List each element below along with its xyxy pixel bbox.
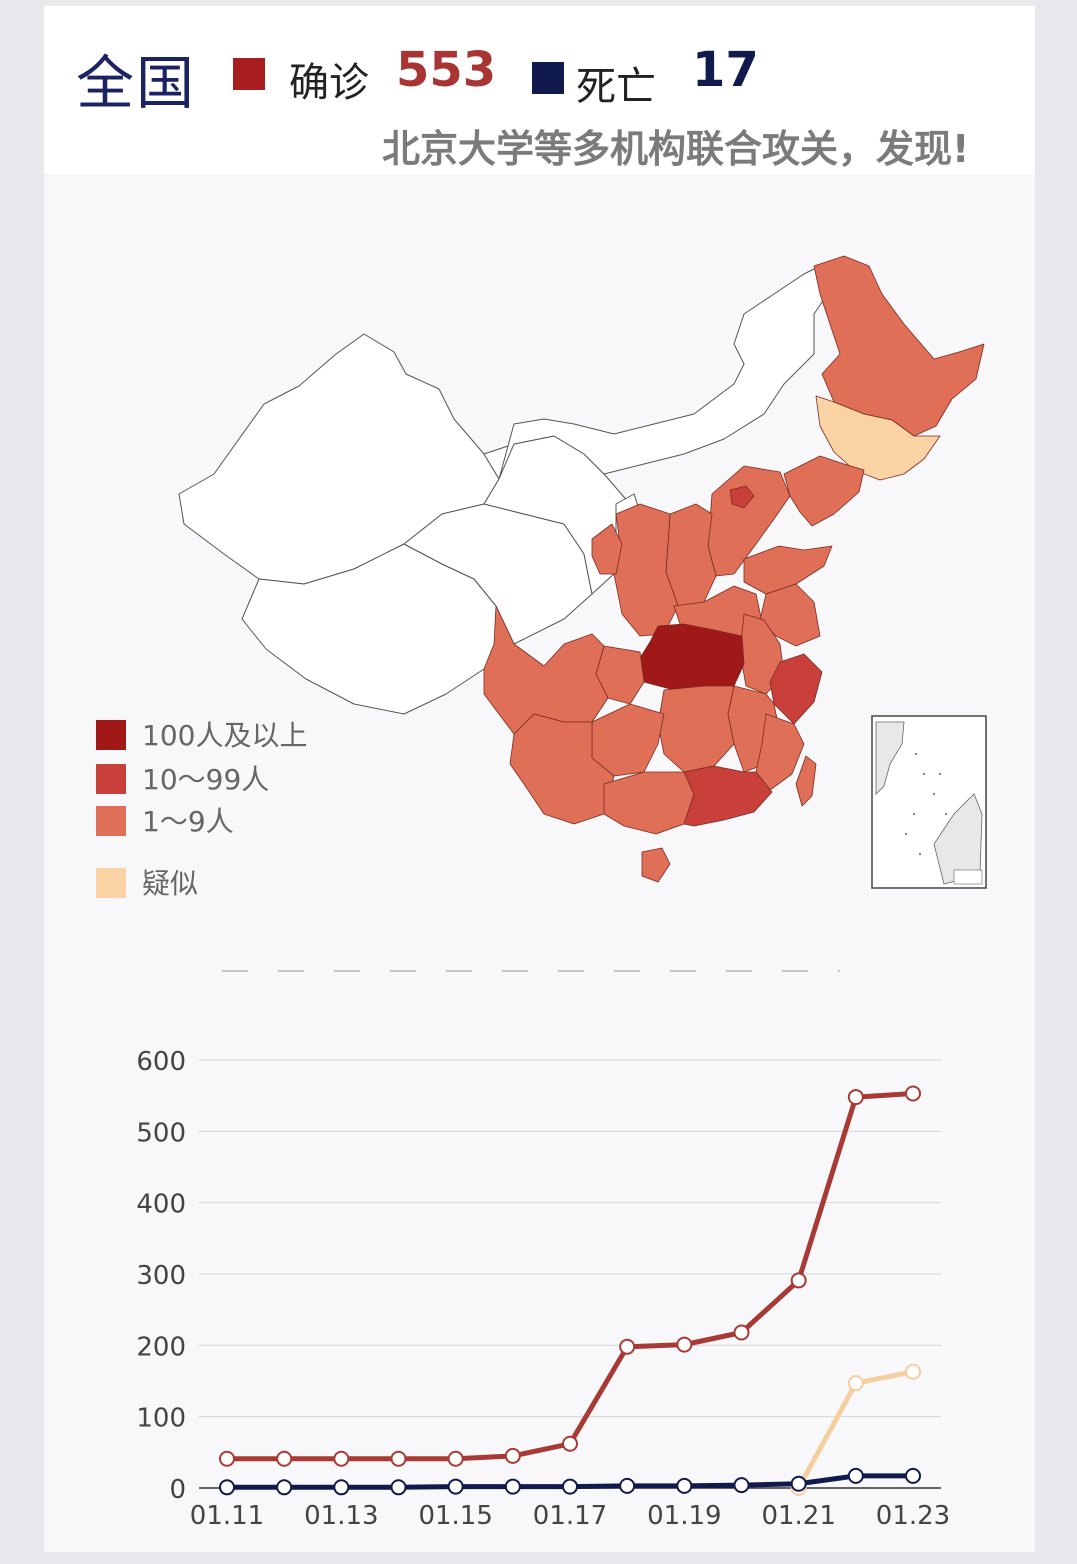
- legend-swatch-suspected: [96, 868, 126, 898]
- confirmed-count: 553: [396, 42, 497, 98]
- section-divider: [222, 970, 840, 972]
- y-tick-label: 600: [136, 1047, 186, 1077]
- data-point-deaths[interactable]: [905, 1467, 921, 1484]
- province-taiwan[interactable]: [795, 755, 817, 807]
- y-tick-label: 0: [169, 1475, 186, 1505]
- deaths-count: 17: [692, 42, 759, 98]
- legend-swatch-low: [96, 806, 126, 836]
- legend-label-mid: 10～99人: [142, 763, 270, 796]
- province-heilongjiang[interactable]: [813, 255, 985, 437]
- content-panel: 100人及以上 10～99人 1～9人 疑似 0 100 200 300 400 500 6…: [44, 174, 1035, 1552]
- data-point-confirmed[interactable]: [847, 1089, 864, 1106]
- province-guangdong[interactable]: [683, 765, 773, 827]
- news-ticker-text: 北京大学等多机构联合攻关，发现!: [382, 127, 970, 170]
- data-point-deaths[interactable]: [333, 1479, 350, 1496]
- x-tick-label: 01.15: [418, 1501, 492, 1531]
- data-point-confirmed[interactable]: [790, 1272, 807, 1289]
- province-liaoning[interactable]: [783, 455, 865, 527]
- y-tick-label: 200: [136, 1332, 186, 1362]
- province-shandong[interactable]: [743, 545, 833, 595]
- province-shanxi[interactable]: [665, 503, 717, 607]
- province-guizhou[interactable]: [591, 703, 665, 777]
- province-hubei[interactable]: [639, 623, 745, 691]
- series-line-confirmed: [227, 1091, 914, 1462]
- data-point-deaths[interactable]: [219, 1479, 235, 1496]
- data-point-confirmed[interactable]: [504, 1447, 521, 1464]
- province-ningxia-affected[interactable]: [591, 523, 623, 575]
- data-point-deaths[interactable]: [847, 1467, 864, 1484]
- data-point-confirmed[interactable]: [333, 1450, 350, 1467]
- y-tick-label: 300: [136, 1261, 186, 1291]
- data-point-confirmed[interactable]: [676, 1336, 693, 1353]
- x-tick-label: 01.23: [876, 1501, 950, 1531]
- data-point-deaths[interactable]: [733, 1477, 750, 1494]
- data-point-deaths[interactable]: [562, 1478, 578, 1495]
- province-sichuan[interactable]: [483, 605, 609, 735]
- legend-swatch-high: [96, 720, 126, 750]
- x-tick-label: 01.13: [304, 1501, 378, 1531]
- data-point-deaths[interactable]: [447, 1478, 464, 1495]
- province-guangxi[interactable]: [603, 771, 695, 835]
- data-point-suspected[interactable]: [905, 1363, 921, 1380]
- legend-swatch-mid: [96, 764, 126, 794]
- legend-label-high: 100人及以上: [142, 719, 308, 752]
- region-title[interactable]: 全国: [76, 49, 197, 117]
- china-map: [178, 255, 987, 889]
- data-point-confirmed[interactable]: [390, 1450, 407, 1467]
- data-point-suspected[interactable]: [847, 1375, 864, 1392]
- south-china-sea-inset: [871, 715, 987, 889]
- dashboard-card: 全国 确诊 553 死亡 17 北京大学等多机构联合攻关，发现!: [44, 6, 1035, 1552]
- province-beijing[interactable]: [729, 485, 755, 509]
- data-point-confirmed[interactable]: [619, 1338, 636, 1355]
- confirmed-legend-square: [233, 58, 265, 90]
- data-point-deaths[interactable]: [504, 1478, 521, 1495]
- y-tick-label: 500: [136, 1118, 186, 1148]
- data-point-confirmed[interactable]: [219, 1450, 235, 1467]
- data-point-confirmed[interactable]: [276, 1450, 293, 1467]
- data-point-confirmed[interactable]: [733, 1324, 750, 1341]
- province-zhejiang[interactable]: [769, 653, 823, 725]
- province-jilin[interactable]: [815, 395, 941, 481]
- province-hunan[interactable]: [657, 685, 735, 773]
- news-ticker[interactable]: 北京大学等多机构联合攻关，发现!: [382, 118, 1035, 170]
- province-hainan[interactable]: [641, 847, 671, 883]
- data-point-deaths[interactable]: [619, 1477, 636, 1494]
- y-tick-label: 100: [136, 1404, 186, 1434]
- trend-line-chart: 0 100 200 300 400 500 600 01.11 01.13 01.15 01.17 0…: [136, 1047, 950, 1531]
- deaths-label: 死亡: [576, 64, 656, 110]
- confirmed-label: 确诊: [289, 60, 369, 106]
- x-tick-label: 01.11: [190, 1501, 264, 1531]
- y-tick-label: 400: [136, 1190, 186, 1220]
- x-tick-label: 01.17: [533, 1501, 607, 1531]
- x-tick-label: 01.19: [647, 1501, 721, 1531]
- data-point-deaths[interactable]: [676, 1477, 693, 1494]
- data-point-deaths[interactable]: [790, 1475, 807, 1492]
- data-point-deaths[interactable]: [276, 1479, 293, 1496]
- header-bar: 全国 确诊 553 死亡 17 北京大学等多机构联合攻关，发现!: [44, 6, 1035, 174]
- data-point-confirmed[interactable]: [562, 1435, 578, 1452]
- data-point-deaths[interactable]: [390, 1479, 407, 1496]
- deaths-legend-square: [532, 62, 564, 94]
- legend-label-low: 1～9人: [142, 805, 234, 838]
- data-point-confirmed[interactable]: [447, 1450, 464, 1467]
- x-tick-label: 01.21: [761, 1501, 835, 1531]
- legend-label-suspected: 疑似: [142, 867, 199, 900]
- province-fujian[interactable]: [755, 713, 805, 791]
- data-point-confirmed[interactable]: [905, 1085, 921, 1102]
